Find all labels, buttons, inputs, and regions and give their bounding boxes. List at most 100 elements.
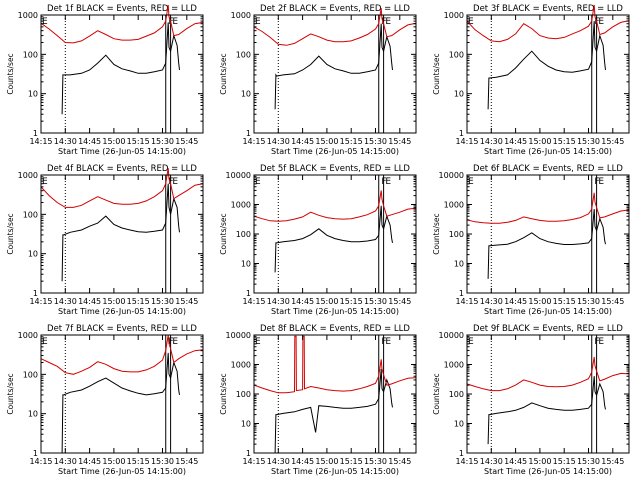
x-tick-label: 15:30 (577, 297, 600, 306)
x-tick-label: 14:15 (455, 297, 478, 306)
x-tick-label: 15:30 (151, 457, 174, 466)
panel-title: Det 3f BLACK = Events, RED = LLD (473, 4, 623, 14)
x-tick-label: 14:45 (78, 137, 101, 146)
y-tick-label: 100 (449, 390, 464, 399)
marker-letter: E (598, 177, 604, 187)
x-tick-label: 14:45 (504, 297, 527, 306)
y-tick-label: 1 (459, 289, 464, 298)
x-tick-label: 15:00 (102, 137, 125, 146)
marker-letter: E (42, 177, 48, 187)
y-tick-label: 1000 (444, 11, 464, 20)
x-tick-label: 15:00 (315, 137, 338, 146)
marker-letter: F (594, 177, 599, 187)
lld-series-line (253, 190, 417, 222)
marker-letter: E (468, 17, 474, 27)
x-tick-label: 15:00 (102, 297, 125, 306)
marker-letter: E (42, 17, 48, 27)
lld-series-line (40, 334, 204, 375)
x-tick-label: 14:30 (480, 297, 503, 306)
x-tick-label: 15:15 (553, 297, 576, 306)
x-tick-label: 15:30 (364, 297, 387, 306)
events-series-line (61, 352, 180, 454)
panel-title: Det 2f BLACK = Events, RED = LLD (260, 4, 410, 14)
marker-letter: E (598, 337, 604, 347)
x-tick-label: 15:15 (340, 457, 363, 466)
x-tick-label: 15:30 (577, 457, 600, 466)
x-tick-label: 15:15 (340, 137, 363, 146)
y-tick-label: 1000 (231, 201, 251, 210)
x-tick-label: 15:45 (388, 457, 411, 466)
x-tick-label: 14:15 (455, 457, 478, 466)
plot-frame (466, 174, 630, 294)
y-tick-label: 1000 (231, 361, 251, 370)
x-axis-label: Start Time (26-Jun-05 14:15:00) (484, 307, 612, 316)
lld-series-line (40, 4, 204, 44)
x-tick-label: 15:45 (175, 297, 198, 306)
marker-letter: F (168, 337, 173, 347)
y-axis-label: Counts/sec (219, 53, 228, 94)
y-tick-label: 10 (454, 260, 464, 269)
x-tick-label: 15:15 (127, 137, 150, 146)
x-tick-label: 14:30 (54, 457, 77, 466)
y-tick-label: 10 (28, 410, 38, 419)
x-tick-label: 14:30 (480, 457, 503, 466)
panel-title: Det 5f BLACK = Events, RED = LLD (260, 164, 410, 174)
x-tick-label: 15:00 (528, 457, 551, 466)
x-tick-label: 14:30 (54, 297, 77, 306)
x-tick-label: 14:45 (78, 457, 101, 466)
marker-letter: E (172, 17, 178, 27)
marker-letter: E (385, 337, 391, 347)
panel-title: Det 1f BLACK = Events, RED = LLD (47, 4, 197, 14)
x-tick-label: 15:15 (553, 457, 576, 466)
y-tick-label: 100 (236, 50, 251, 59)
x-tick-label: 15:45 (601, 457, 624, 466)
x-axis-label: Start Time (26-Jun-05 14:15:00) (271, 467, 399, 476)
marker-letter: F (381, 177, 386, 187)
x-axis-label: Start Time (26-Jun-05 14:15:00) (58, 147, 186, 156)
y-tick-label: 1 (33, 129, 38, 138)
x-tick-label: 15:00 (315, 457, 338, 466)
plot-frame (253, 334, 417, 454)
marker-letter: F (168, 177, 173, 187)
y-tick-label: 1 (459, 449, 464, 458)
marker-letter: E (42, 337, 48, 347)
events-series-line (274, 205, 393, 273)
x-tick-label: 15:30 (364, 457, 387, 466)
events-series-line (274, 369, 393, 454)
y-tick-label: 1 (33, 289, 38, 298)
panel-title: Det 4f BLACK = Events, RED = LLD (47, 164, 197, 174)
events-series-line (487, 376, 606, 445)
y-axis-label: Counts/sec (219, 373, 228, 414)
x-tick-label: 15:30 (151, 297, 174, 306)
y-tick-label: 1000 (18, 11, 38, 20)
x-tick-label: 14:30 (480, 137, 503, 146)
y-tick-label: 10 (28, 250, 38, 259)
x-tick-label: 15:30 (577, 137, 600, 146)
x-axis-label: Start Time (26-Jun-05 14:15:00) (484, 147, 612, 156)
y-axis-label: Counts/sec (6, 213, 15, 254)
marker-letter: E (172, 177, 178, 187)
x-tick-label: 15:45 (388, 137, 411, 146)
y-tick-label: 10 (241, 90, 251, 99)
x-tick-label: 14:45 (504, 137, 527, 146)
panel-title: Det 8f BLACK = Events, RED = LLD (260, 324, 410, 334)
y-axis-label: Counts/sec (6, 53, 15, 94)
plot-frame (40, 334, 204, 454)
y-tick-label: 100 (236, 390, 251, 399)
x-tick-label: 15:15 (553, 137, 576, 146)
x-tick-label: 14:45 (291, 457, 314, 466)
y-tick-label: 1 (459, 129, 464, 138)
x-tick-label: 15:15 (127, 297, 150, 306)
lld-series-line (40, 168, 204, 208)
y-tick-label: 1000 (18, 331, 38, 340)
y-tick-label: 1 (33, 449, 38, 458)
x-tick-label: 15:45 (601, 137, 624, 146)
x-tick-label: 14:15 (455, 137, 478, 146)
y-tick-label: 100 (449, 230, 464, 239)
marker-letter: F (381, 337, 386, 347)
marker-letter: E (255, 17, 261, 27)
